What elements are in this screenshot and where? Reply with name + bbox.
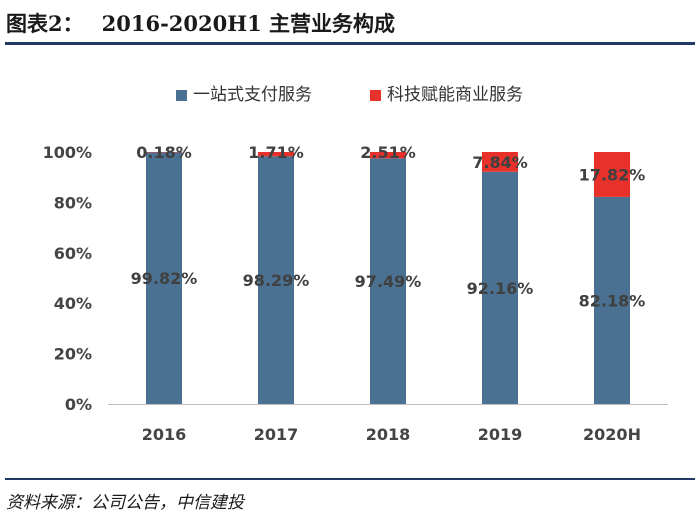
y-tick-label: 40%	[54, 294, 92, 313]
data-label-series-2: 2.51%	[360, 143, 416, 162]
chart-legend: 一站式支付服务 科技赋能商业服务	[176, 85, 523, 105]
y-tick-label: 60%	[54, 244, 92, 263]
title-rule	[5, 42, 695, 45]
stacked-bar-chart: 一站式支付服务 科技赋能商业服务 0%20%40%60%80%100% 2016 2…	[43, 85, 668, 444]
source-rule	[5, 478, 695, 480]
x-tick-label: 2017	[254, 425, 299, 444]
bar-2019-series-2	[482, 152, 518, 172]
data-label-series-1: 82.18%	[579, 291, 646, 310]
figure-title-text: 2016-2020H1 主营业务构成	[101, 11, 395, 36]
bar-2019-series-1	[482, 171, 518, 404]
y-tick-label: 100%	[43, 143, 92, 162]
x-axis: 2016 2017 2018 2019 2020H	[108, 404, 668, 444]
data-label-series-2: 7.84%	[472, 153, 528, 172]
figure-title: 图表2： 2016-2020H1 主营业务构成	[6, 8, 395, 38]
data-label-series-2: 17.82%	[579, 165, 646, 184]
data-label-series-1: 98.29%	[243, 271, 310, 290]
bar-2016-series-1	[146, 152, 182, 404]
figure-label: 图表2：	[6, 11, 84, 36]
y-tick-label: 20%	[54, 345, 92, 364]
bar-2017-series-2	[258, 152, 294, 157]
x-tick-label: 2016	[142, 425, 187, 444]
data-label-series-2: 1.71%	[248, 143, 304, 162]
data-label-series-1: 97.49%	[355, 272, 422, 291]
bar-2020H-series-1	[594, 196, 630, 404]
legend-label-1: 一站式支付服务	[193, 85, 312, 105]
legend-swatch-1	[176, 90, 187, 101]
source-note: 资料来源：公司公告，中信建投	[6, 493, 244, 513]
data-label-series-1: 92.16%	[467, 279, 534, 298]
y-axis: 0% 20% 40% 60% 80% 100%	[43, 143, 92, 414]
bar-2018-series-2	[370, 152, 406, 159]
legend-swatch-2	[370, 90, 381, 101]
data-label-series-1: 99.82%	[131, 269, 198, 288]
data-label-series-2: 0.18%	[136, 143, 192, 162]
x-tick-label: 2019	[478, 425, 523, 444]
data-labels: 99.82% 0.18% 98.29% 1.71% 97.49% 2.51% 92.16% 7…	[131, 143, 646, 310]
x-tick-label: 2018	[366, 425, 411, 444]
y-tick-label: 80%	[54, 193, 92, 212]
y-tick-label: 0%	[65, 395, 92, 414]
bars	[146, 152, 630, 404]
bar-2018-series-1	[370, 158, 406, 404]
bar-2017-series-1	[258, 156, 294, 404]
bar-2020H-series-2	[594, 152, 630, 197]
x-tick-label: 2020H	[583, 425, 641, 444]
legend-label-2: 科技赋能商业服务	[387, 85, 523, 105]
